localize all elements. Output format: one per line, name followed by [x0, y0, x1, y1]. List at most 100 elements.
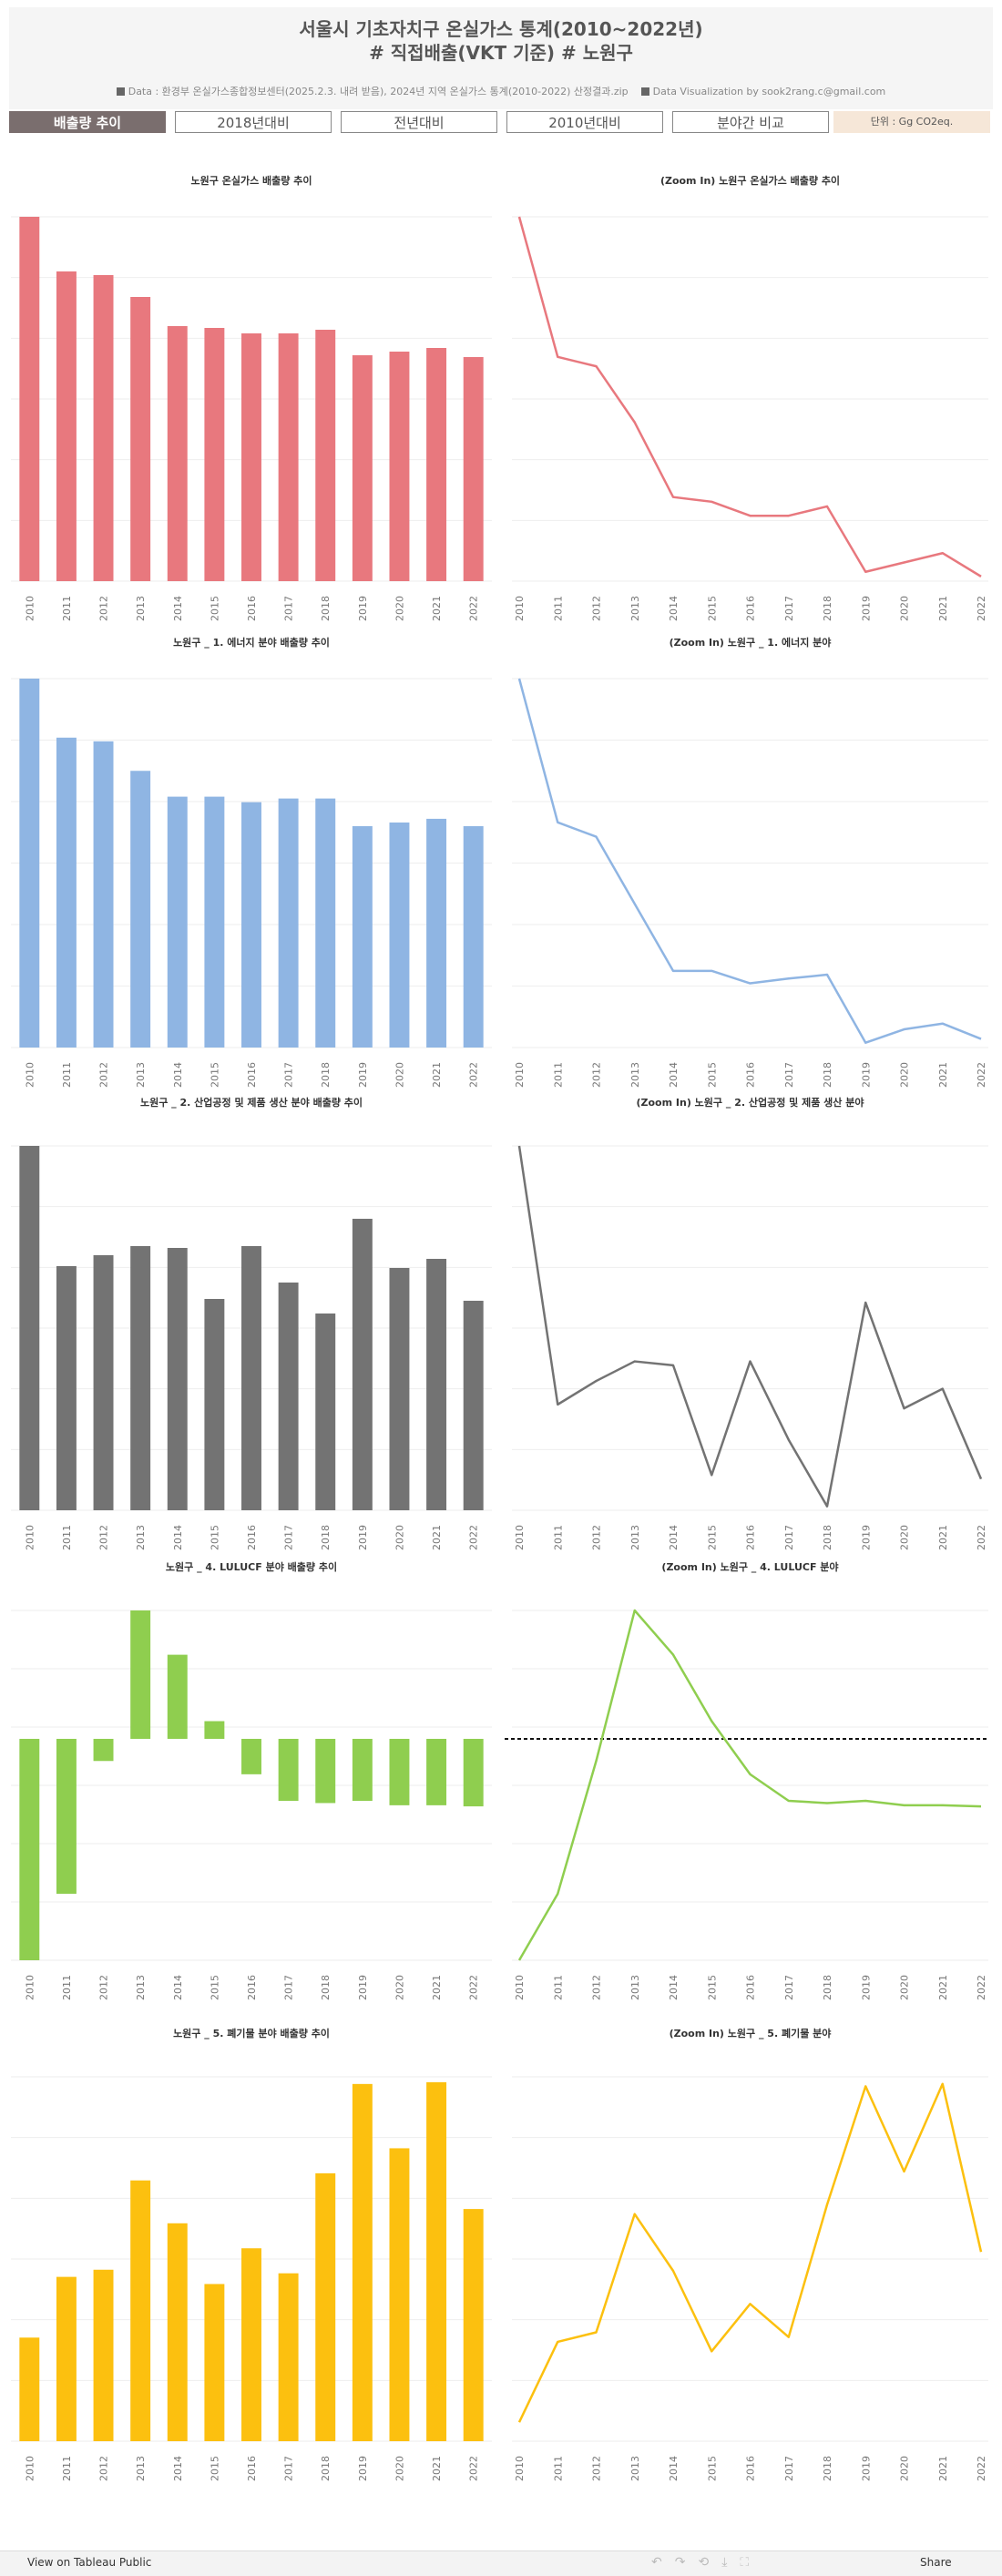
- tab-vs-2010[interactable]: 2010년대비: [506, 111, 663, 133]
- point-2016[interactable]: [749, 982, 752, 986]
- bar-2012[interactable]: [93, 2269, 114, 2441]
- bar-2017[interactable]: [278, 798, 299, 1048]
- point-2014[interactable]: [671, 496, 675, 499]
- point-2021[interactable]: [941, 1804, 945, 1807]
- bar-2010[interactable]: [19, 2337, 40, 2441]
- point-2018[interactable]: [825, 2203, 829, 2206]
- point-2010[interactable]: [517, 1144, 521, 1148]
- bar-2019[interactable]: [352, 1738, 373, 1802]
- point-2013[interactable]: [633, 1609, 637, 1612]
- tab-vs-2018[interactable]: 2018년대비: [175, 111, 332, 133]
- point-2011[interactable]: [556, 821, 559, 824]
- bar-2020[interactable]: [389, 352, 410, 581]
- bar-2012[interactable]: [93, 1255, 114, 1510]
- point-2013[interactable]: [633, 902, 637, 905]
- bar-2020[interactable]: [389, 822, 410, 1048]
- bar-2018[interactable]: [315, 1314, 336, 1510]
- point-2015[interactable]: [710, 500, 713, 504]
- point-2020[interactable]: [903, 560, 906, 564]
- bar-2012[interactable]: [93, 741, 114, 1048]
- point-2013[interactable]: [633, 1360, 637, 1364]
- point-2018[interactable]: [825, 505, 829, 508]
- series-line[interactable]: [517, 1609, 982, 1961]
- view-on-tableau-link[interactable]: View on Tableau Public: [27, 2556, 152, 2569]
- point-2017[interactable]: [787, 514, 791, 517]
- share-button[interactable]: Share: [920, 2556, 952, 2569]
- point-2011[interactable]: [556, 355, 559, 359]
- bar-2013[interactable]: [130, 2180, 151, 2441]
- point-2014[interactable]: [671, 1653, 675, 1657]
- bar-2017[interactable]: [278, 2273, 299, 2441]
- bar-2016[interactable]: [241, 1738, 261, 1774]
- point-2019[interactable]: [864, 2084, 867, 2088]
- point-2020[interactable]: [903, 1804, 906, 1807]
- bar-2013[interactable]: [130, 1246, 151, 1510]
- point-2021[interactable]: [941, 1022, 945, 1026]
- point-2015[interactable]: [710, 969, 713, 973]
- point-2021[interactable]: [941, 2082, 945, 2086]
- point-2017[interactable]: [787, 1799, 791, 1803]
- point-2014[interactable]: [671, 1364, 675, 1367]
- bar-2014[interactable]: [167, 326, 188, 581]
- bar-2012[interactable]: [93, 275, 114, 581]
- bar-2021[interactable]: [426, 1738, 447, 1805]
- bar-2018[interactable]: [315, 2172, 336, 2441]
- bar-2022[interactable]: [463, 1301, 484, 1510]
- point-2021[interactable]: [941, 551, 945, 555]
- point-2020[interactable]: [903, 1027, 906, 1031]
- point-2011[interactable]: [556, 1403, 559, 1406]
- bar-2018[interactable]: [315, 330, 336, 581]
- bar-2019[interactable]: [352, 1219, 373, 1510]
- redo-icon[interactable]: ↷: [674, 2555, 699, 2570]
- bar-2021[interactable]: [426, 2081, 447, 2441]
- bar-2016[interactable]: [241, 2248, 261, 2441]
- point-2018[interactable]: [825, 973, 829, 976]
- point-2022[interactable]: [979, 2250, 983, 2254]
- bar-2011[interactable]: [56, 737, 77, 1048]
- point-2013[interactable]: [633, 2213, 637, 2216]
- bar-2015[interactable]: [204, 328, 225, 581]
- bar-2019[interactable]: [352, 2083, 373, 2441]
- bar-2013[interactable]: [130, 1610, 151, 1739]
- point-2010[interactable]: [517, 1958, 521, 1962]
- bar-2011[interactable]: [56, 271, 77, 581]
- bar-2022[interactable]: [463, 2209, 484, 2441]
- point-2011[interactable]: [556, 2340, 559, 2344]
- point-2015[interactable]: [710, 1473, 713, 1477]
- bar-2015[interactable]: [204, 1299, 225, 1510]
- point-2022[interactable]: [979, 575, 983, 578]
- bar-2013[interactable]: [130, 297, 151, 581]
- bar-2016[interactable]: [241, 1246, 261, 1510]
- point-2012[interactable]: [595, 1379, 598, 1383]
- point-2016[interactable]: [749, 1360, 752, 1364]
- point-2015[interactable]: [710, 1720, 713, 1723]
- bar-2017[interactable]: [278, 333, 299, 581]
- bar-2015[interactable]: [204, 1721, 225, 1739]
- point-2022[interactable]: [979, 1477, 983, 1481]
- bar-2014[interactable]: [167, 2223, 188, 2441]
- point-2021[interactable]: [941, 1387, 945, 1391]
- point-2017[interactable]: [787, 976, 791, 980]
- bar-2014[interactable]: [167, 1654, 188, 1739]
- series-line[interactable]: [517, 2082, 983, 2423]
- bar-2013[interactable]: [130, 771, 151, 1048]
- point-2012[interactable]: [595, 835, 598, 839]
- point-2016[interactable]: [749, 2302, 752, 2305]
- bar-2010[interactable]: [19, 1738, 40, 1960]
- point-2020[interactable]: [903, 2170, 906, 2173]
- point-2019[interactable]: [864, 570, 867, 574]
- tab-vs-previous-year[interactable]: 전년대비: [341, 111, 497, 133]
- bar-2022[interactable]: [463, 357, 484, 581]
- bar-2010[interactable]: [19, 1146, 40, 1510]
- bar-2011[interactable]: [56, 1266, 77, 1510]
- bar-2011[interactable]: [56, 1738, 77, 1895]
- point-2011[interactable]: [556, 1892, 559, 1896]
- point-2012[interactable]: [595, 1759, 598, 1763]
- bar-2021[interactable]: [426, 818, 447, 1048]
- point-2019[interactable]: [864, 1301, 867, 1304]
- bar-2021[interactable]: [426, 348, 447, 581]
- bar-2018[interactable]: [315, 798, 336, 1048]
- bar-2021[interactable]: [426, 1259, 447, 1510]
- point-2010[interactable]: [517, 2420, 521, 2424]
- undo-icon[interactable]: ↶: [651, 2555, 675, 2570]
